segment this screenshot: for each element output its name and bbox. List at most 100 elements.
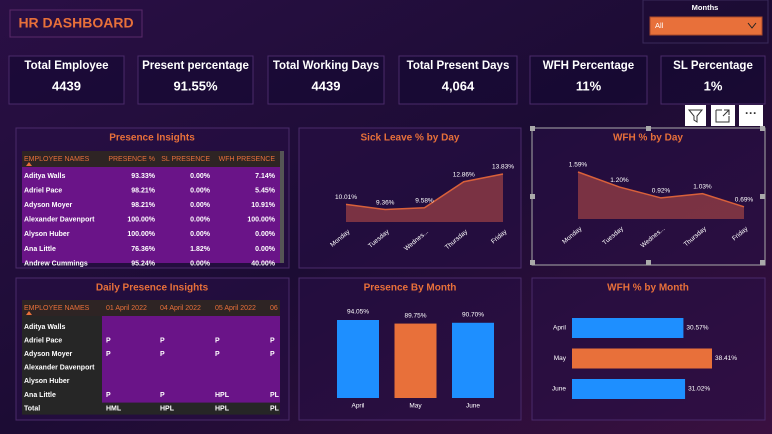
table-cell: 0.00% [190,231,211,238]
row-name: Aditya Walls [24,173,65,180]
table-cell: P [106,392,111,399]
sort-indicator [26,162,32,166]
chart-title: WFH % by Month [607,283,689,294]
column-header: EMPLOYEE NAMES [24,305,90,312]
y-tick-label: June [552,386,566,393]
kpi-card [137,55,254,105]
value-label: 12.86% [453,171,475,178]
resize-handle[interactable] [530,260,535,265]
resize-handle[interactable] [760,260,765,265]
sort-indicator [26,311,32,315]
kpi-label: SL Percentage [673,60,753,72]
kpi-value: 4439 [52,78,81,93]
row-name: Total [24,405,40,412]
resize-handle[interactable] [530,194,535,199]
kpi-card [8,55,125,105]
table-cell: HPL [215,405,230,412]
table-cell: PL [270,392,280,399]
table-cell: 5.45% [255,187,276,194]
table-cell: 76.36% [131,246,156,253]
kpi-label: Total Present Days [407,60,510,72]
filter-dropdown[interactable] [649,16,763,36]
table-cell: 0.00% [190,260,211,267]
kpi-card [267,55,385,105]
filter-glyph [687,109,704,123]
table-cell: 98.21% [131,202,156,209]
title-box [9,9,143,38]
line [577,171,745,208]
table-cell: 98.21% [131,187,156,194]
value-label: 9.58% [415,198,434,205]
y-tick-label: May [554,355,567,362]
value-label: 1.59% [569,162,588,169]
resize-handle[interactable] [646,126,651,131]
column-header: WFH PRESENCE [219,156,276,163]
bar [394,323,437,398]
value-label: 94.05% [347,309,369,316]
filter-icon[interactable] [685,105,706,126]
resize-handle[interactable] [760,194,765,199]
table-cell: HPL [160,405,175,412]
kpi-value: 4439 [312,78,341,93]
row-name: Alexander Davenport [24,217,95,224]
table-cell: HML [106,405,122,412]
table-cell: 100.00% [127,217,155,224]
focus-glyph [715,109,730,123]
value-label: 30.57% [686,325,708,332]
table-cell: 0.00% [190,217,211,224]
panel-title: Presence Insights [109,133,195,144]
kpi-value: 1% [704,78,723,93]
table-cell: P [215,351,220,358]
bar [337,320,379,398]
table-cell: P [270,351,275,358]
chart-title: Sick Leave % by Day [361,133,460,144]
table-cell: 0.00% [255,231,276,238]
table-cell: 0.00% [190,173,211,180]
row-name: Aditya Walls [24,324,65,331]
total-row [22,402,280,415]
kpi-label: Total Working Days [273,60,379,72]
table-cell: 93.33% [131,173,156,180]
line [345,173,504,211]
more-glyph: ··· [745,106,757,120]
resize-handle[interactable] [760,126,765,131]
table-cell: 10.91% [251,202,276,209]
column-header: PRESENCE % [108,156,155,163]
table-header [22,151,280,167]
table-cell: 0.00% [190,202,211,209]
resize-handle[interactable] [530,126,535,131]
visual-toolbar: ··· [685,105,763,126]
x-tick-label: June [466,403,480,410]
table-cell: P [160,392,165,399]
column-header: 01 April 2022 [106,305,147,312]
value-label: 10.01% [335,194,357,201]
row-name: Alexander Davenport [24,365,95,372]
value-label: 90.70% [462,311,484,318]
row-name: Adyson Moyer [24,202,73,209]
row-name: Andrew Cummings [24,260,88,267]
value-label: 31.02% [688,386,710,393]
row-name: Alyson Huber [24,231,70,238]
resize-handle[interactable] [646,260,651,265]
column-header: SL PRESENCE [161,156,210,163]
filter-value[interactable]: All [655,21,664,30]
more-icon[interactable] [739,105,763,126]
kpi-value: 11% [576,78,602,93]
kpi-label: Present percentage [142,60,249,72]
kpi-label: WFH Percentage [543,60,634,72]
table-cell: HPL [215,392,230,399]
chart-title: Presence By Month [364,283,457,294]
table-cell: 95.24% [131,260,156,267]
table-body [22,151,280,263]
bar [452,322,494,398]
table-cell: 100.00% [247,217,275,224]
table-cell: P [215,337,220,344]
row-name: Ana Little [24,392,56,399]
table-cell: P [160,337,165,344]
row-name: Adriel Pace [24,187,62,194]
x-tick-label: April [351,403,365,410]
column-header: EMPLOYEE NAMES [24,156,90,163]
table-header [22,300,280,316]
kpi-card [660,55,766,105]
table-cell: 7.14% [255,173,276,180]
